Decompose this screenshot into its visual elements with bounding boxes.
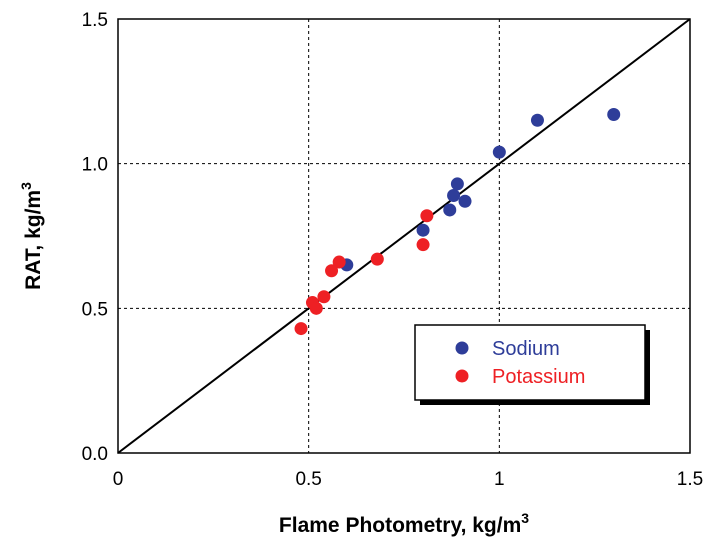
legend-marker-potassium	[455, 369, 469, 383]
potassium-point	[332, 255, 346, 269]
sodium-point	[458, 194, 472, 208]
y-axis-label-superscript: 3	[18, 182, 34, 190]
x-tick-label: 1.5	[677, 469, 703, 490]
y-tick-label: 1.0	[82, 155, 108, 176]
axis-ticks: 0 0.5 1 1.5 0.0 0.5 1.0 1.5	[82, 10, 704, 490]
legend-marker-sodium	[455, 341, 469, 355]
sodium-point	[492, 145, 506, 159]
y-tick-label: 0.5	[82, 299, 108, 320]
data-points	[294, 107, 621, 336]
sodium-point	[450, 177, 464, 191]
x-axis-label-text: Flame Photometry, kg/m	[279, 514, 521, 537]
sodium-point	[530, 113, 544, 127]
y-axis-label-text: RAT, kg/m	[22, 190, 45, 290]
sodium-point	[443, 203, 457, 217]
y-tick-label: 0.0	[82, 444, 108, 465]
sodium-point	[607, 107, 621, 121]
potassium-point	[420, 209, 434, 223]
x-tick-label: 0.5	[295, 469, 321, 490]
potassium-point	[370, 252, 384, 266]
x-tick-label: 0	[113, 469, 124, 490]
potassium-point	[317, 290, 331, 304]
potassium-point	[416, 238, 430, 252]
legend-label-sodium: Sodium	[492, 338, 560, 360]
x-axis-label: Flame Photometry, kg/m3	[279, 510, 529, 537]
potassium-point	[309, 301, 323, 315]
legend-label-potassium: Potassium	[492, 366, 585, 388]
sodium-point	[416, 223, 430, 237]
x-tick-label: 1	[494, 469, 505, 490]
y-tick-label: 1.5	[82, 10, 108, 31]
legend-box	[414, 324, 646, 401]
reference-line-1to1	[117, 18, 691, 454]
potassium-point	[294, 322, 308, 336]
y-axis-label: RAT, kg/m3	[18, 182, 45, 290]
potassium-point	[325, 264, 339, 278]
plot-frame	[117, 18, 691, 454]
sodium-point	[447, 188, 461, 202]
legend: Sodium Potassium	[414, 324, 650, 405]
x-axis-label-superscript: 3	[521, 510, 529, 526]
